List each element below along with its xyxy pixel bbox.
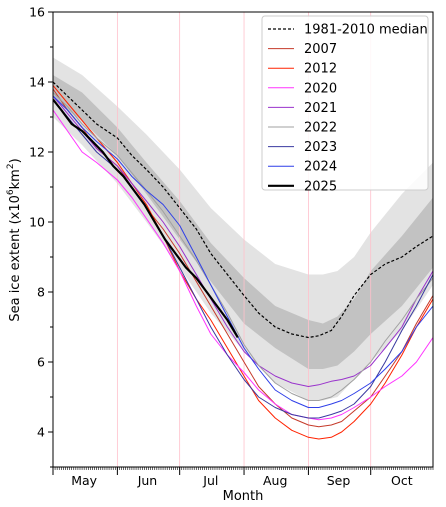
legend-label: 2020 xyxy=(304,81,337,96)
y-tick-label: 4 xyxy=(37,425,45,440)
x-month-label-jun: Jun xyxy=(137,473,158,488)
legend: 1981-2010 median 2007 2012 2020 2021 2022 2023… xyxy=(261,15,429,194)
y-axis: 4 6 8 10 12 14 16 xyxy=(29,5,53,468)
x-month-label-sep: Sep xyxy=(327,473,351,488)
legend-label: 2022 xyxy=(304,121,337,136)
y-tick-label: 14 xyxy=(29,75,45,90)
x-month-label-jul: Jul xyxy=(202,473,218,488)
inner-percentile-band xyxy=(53,75,433,369)
y-tick-label: 10 xyxy=(29,215,45,230)
series-line-2024 xyxy=(53,95,433,408)
x-month-label-oct: Oct xyxy=(391,473,413,488)
legend-label: 2007 xyxy=(304,42,337,57)
legend-label: 2021 xyxy=(304,101,337,116)
x-month-label-aug: Aug xyxy=(263,473,287,488)
y-tick-label: 16 xyxy=(29,5,45,20)
percentile-bands xyxy=(53,57,433,401)
outer-percentile-band xyxy=(53,57,433,401)
x-month-label-may: May xyxy=(71,473,97,488)
series-line-1981-2010-median xyxy=(53,81,433,339)
legend-label: 1981-2010 median xyxy=(304,23,428,38)
series-line-2022 xyxy=(53,92,433,401)
legend-label: 2024 xyxy=(304,160,337,175)
y-tick-label: 8 xyxy=(37,285,45,300)
series-line-2025 xyxy=(53,98,239,339)
legend-label: 2025 xyxy=(304,179,337,194)
x-axis: May Jun Jul Aug Sep Oct xyxy=(52,467,434,488)
legend-frame xyxy=(261,15,429,191)
y-axis-title: Sea ice extent (x106km2) xyxy=(6,158,23,321)
series-lines xyxy=(53,81,433,440)
legend-label: 2012 xyxy=(304,62,337,77)
y-tick-label: 12 xyxy=(29,145,45,160)
x-axis-title: Month xyxy=(223,489,264,504)
y-tick-label: 6 xyxy=(37,355,45,370)
series-line-2020 xyxy=(53,109,433,421)
plot-frame xyxy=(52,11,434,468)
legend-label: 2023 xyxy=(304,140,337,155)
